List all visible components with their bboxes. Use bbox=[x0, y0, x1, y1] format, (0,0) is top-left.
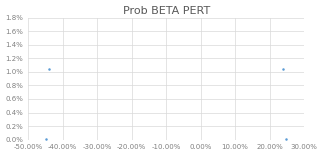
Title: Prob BETA PERT: Prob BETA PERT bbox=[122, 6, 210, 16]
